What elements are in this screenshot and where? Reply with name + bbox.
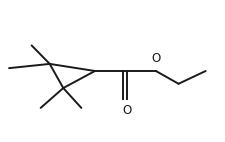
Text: O: O: [122, 104, 130, 117]
Text: O: O: [151, 52, 160, 65]
